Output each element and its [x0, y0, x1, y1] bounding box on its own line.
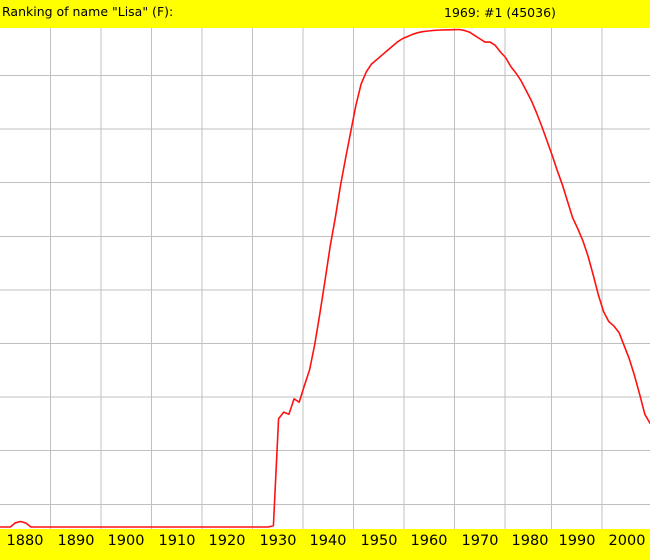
grid-lines: [0, 28, 650, 529]
page-title: Ranking of name "Lisa" (F):: [2, 4, 174, 19]
x-axis-tick-label: 1950: [360, 533, 398, 549]
x-axis-tick-label: 1970: [461, 533, 499, 549]
title-band: Ranking of name "Lisa" (F): 1969: #1 (45…: [0, 0, 650, 28]
peak-annotation-label: 1969: #1 (45036): [444, 5, 556, 20]
x-axis-band: 1880 1890 1900 1910 1920 1930 1940 1950 1960 1970…: [0, 529, 650, 560]
x-axis-tick-label: 1960: [410, 533, 448, 549]
x-axis-tick-label: 2000: [608, 533, 646, 549]
x-axis-tick-label: 1930: [259, 533, 297, 549]
x-axis-tick-label: 1990: [558, 533, 596, 549]
series-line-lisa: [0, 28, 650, 528]
x-axis-tick-label: 1920: [208, 533, 246, 549]
x-axis-tick-label: 1940: [309, 533, 347, 549]
x-axis-tick-label: 1900: [107, 533, 145, 549]
x-axis-tick-label: 1980: [511, 533, 549, 549]
plot-area: [0, 28, 650, 529]
x-axis-tick-label: 1880: [6, 533, 44, 549]
x-axis-tick-label: 1890: [57, 533, 95, 549]
data-line: [0, 28, 650, 528]
x-axis-tick-label: 1910: [158, 533, 196, 549]
